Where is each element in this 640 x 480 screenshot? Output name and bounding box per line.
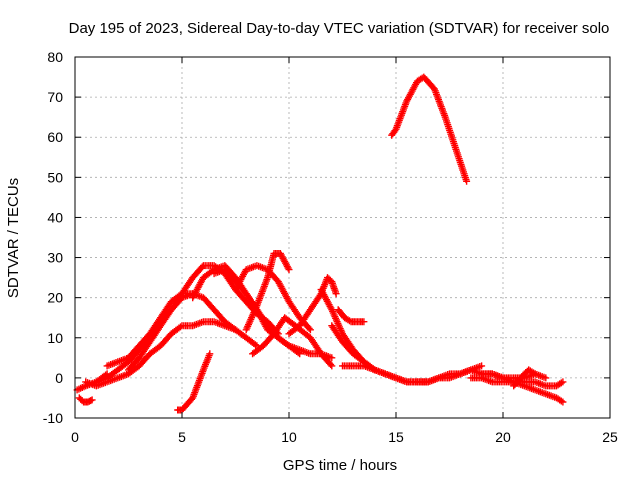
x-tick-label: 15 xyxy=(388,429,404,445)
data-point-marker xyxy=(371,366,379,374)
x-tick-label: 25 xyxy=(602,429,618,445)
x-axis-ticks: 0 5 10 15 20 25 xyxy=(71,57,618,445)
x-axis-label: GPS time / hours xyxy=(283,457,397,474)
data-point-marker xyxy=(559,378,567,386)
y-tick-label: 60 xyxy=(47,129,63,145)
series-arc-21 xyxy=(478,370,567,390)
data-point-marker xyxy=(251,341,259,349)
series-arc-18 xyxy=(388,73,471,185)
data-point-marker xyxy=(530,369,537,377)
data-point-marker xyxy=(463,177,471,185)
data-point-marker xyxy=(305,324,313,332)
series-arc-02 xyxy=(75,394,96,406)
x-tick-label: 20 xyxy=(495,429,511,445)
series-arc-05 xyxy=(103,290,239,370)
data-point-marker xyxy=(346,317,353,325)
data-point-marker xyxy=(206,350,214,358)
y-tick-label: 80 xyxy=(47,49,63,65)
data-point-marker xyxy=(328,354,336,362)
y-tick-label: 70 xyxy=(47,89,63,105)
data-point-marker xyxy=(478,362,486,370)
data-point-marker xyxy=(88,396,96,404)
data-point-marker xyxy=(230,325,238,333)
chart-title: Day 195 of 2023, Sidereal Day-to-day VTE… xyxy=(69,20,610,37)
data-point-marker xyxy=(285,266,293,274)
x-tick-label: 0 xyxy=(71,429,79,445)
series-arc-03 xyxy=(82,318,261,390)
data-point-marker xyxy=(332,290,340,298)
series-arc-07 xyxy=(174,350,214,414)
series-arc-13 xyxy=(285,274,340,338)
data-point-marker xyxy=(542,374,550,382)
series-arc-11 xyxy=(242,250,293,334)
y-axis-label: SDTVAR / TECUs xyxy=(5,178,22,298)
plot-series xyxy=(73,73,567,414)
y-tick-label: 10 xyxy=(47,330,63,346)
data-point-marker xyxy=(306,326,314,334)
data-point-marker xyxy=(557,397,565,405)
series-arc-22 xyxy=(510,366,550,390)
data-point-marker xyxy=(328,362,336,370)
series-arc-17 xyxy=(339,362,379,374)
y-axis-ticks: -10 0 10 20 30 40 50 60 70 80 xyxy=(43,49,610,426)
data-point-marker xyxy=(360,318,368,326)
data-point-marker xyxy=(284,264,292,272)
data-point-marker xyxy=(232,326,239,334)
plot-frame xyxy=(74,56,611,419)
y-tick-label: 0 xyxy=(55,370,63,386)
y-tick-label: 40 xyxy=(47,209,63,225)
data-point-marker xyxy=(327,361,335,368)
series-arc-16 xyxy=(334,306,368,326)
data-point-marker xyxy=(559,398,567,406)
y-tick-label: -10 xyxy=(43,410,63,426)
data-point-marker xyxy=(177,323,184,331)
data-point-marker xyxy=(557,379,565,387)
y-tick-label: 50 xyxy=(47,169,63,185)
x-tick-label: 5 xyxy=(178,429,186,445)
y-tick-label: 30 xyxy=(47,250,63,266)
y-tick-label: 20 xyxy=(47,290,63,306)
x-tick-label: 10 xyxy=(281,429,297,445)
